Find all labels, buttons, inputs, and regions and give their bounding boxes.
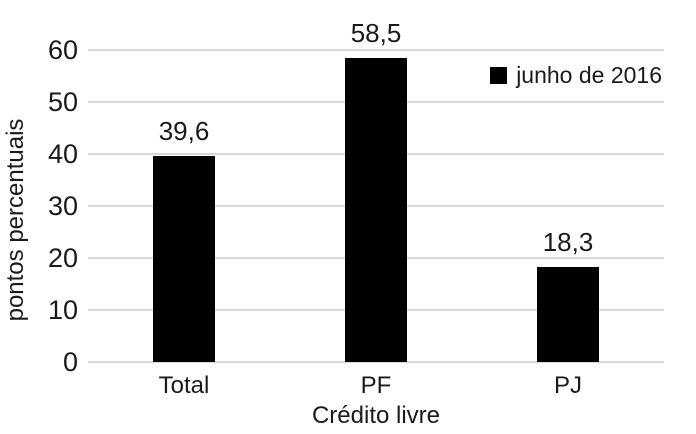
legend-label: junho de 2016 (516, 62, 662, 88)
y-tick-label: 40 (47, 139, 78, 169)
x-axis-title: Crédito livre (311, 402, 441, 429)
plot-area: 39,6 58,5 18,3 (88, 18, 664, 363)
y-tick-label: 0 (62, 347, 78, 377)
y-tick-label: 20 (47, 243, 78, 273)
legend: junho de 2016 (490, 62, 662, 89)
y-tick-label: 10 (47, 295, 78, 325)
x-tick-label-pf: PF (360, 372, 392, 399)
value-label-pj: 18,3 (542, 226, 594, 257)
bar-pf (345, 57, 407, 362)
bar-total (153, 156, 215, 362)
x-tick-label-total: Total (158, 372, 210, 399)
y-tick-label: 50 (47, 87, 78, 117)
value-label-pf: 58,5 (350, 17, 402, 48)
value-label-total: 39,6 (158, 116, 210, 147)
legend-swatch-icon (490, 67, 508, 84)
x-tick-label-pj: PJ (553, 372, 583, 399)
bar-pj (537, 266, 599, 362)
gridline (88, 49, 664, 51)
y-tick-label: 30 (47, 191, 78, 221)
y-tick-label: 60 (47, 35, 78, 65)
gridline (88, 361, 664, 363)
